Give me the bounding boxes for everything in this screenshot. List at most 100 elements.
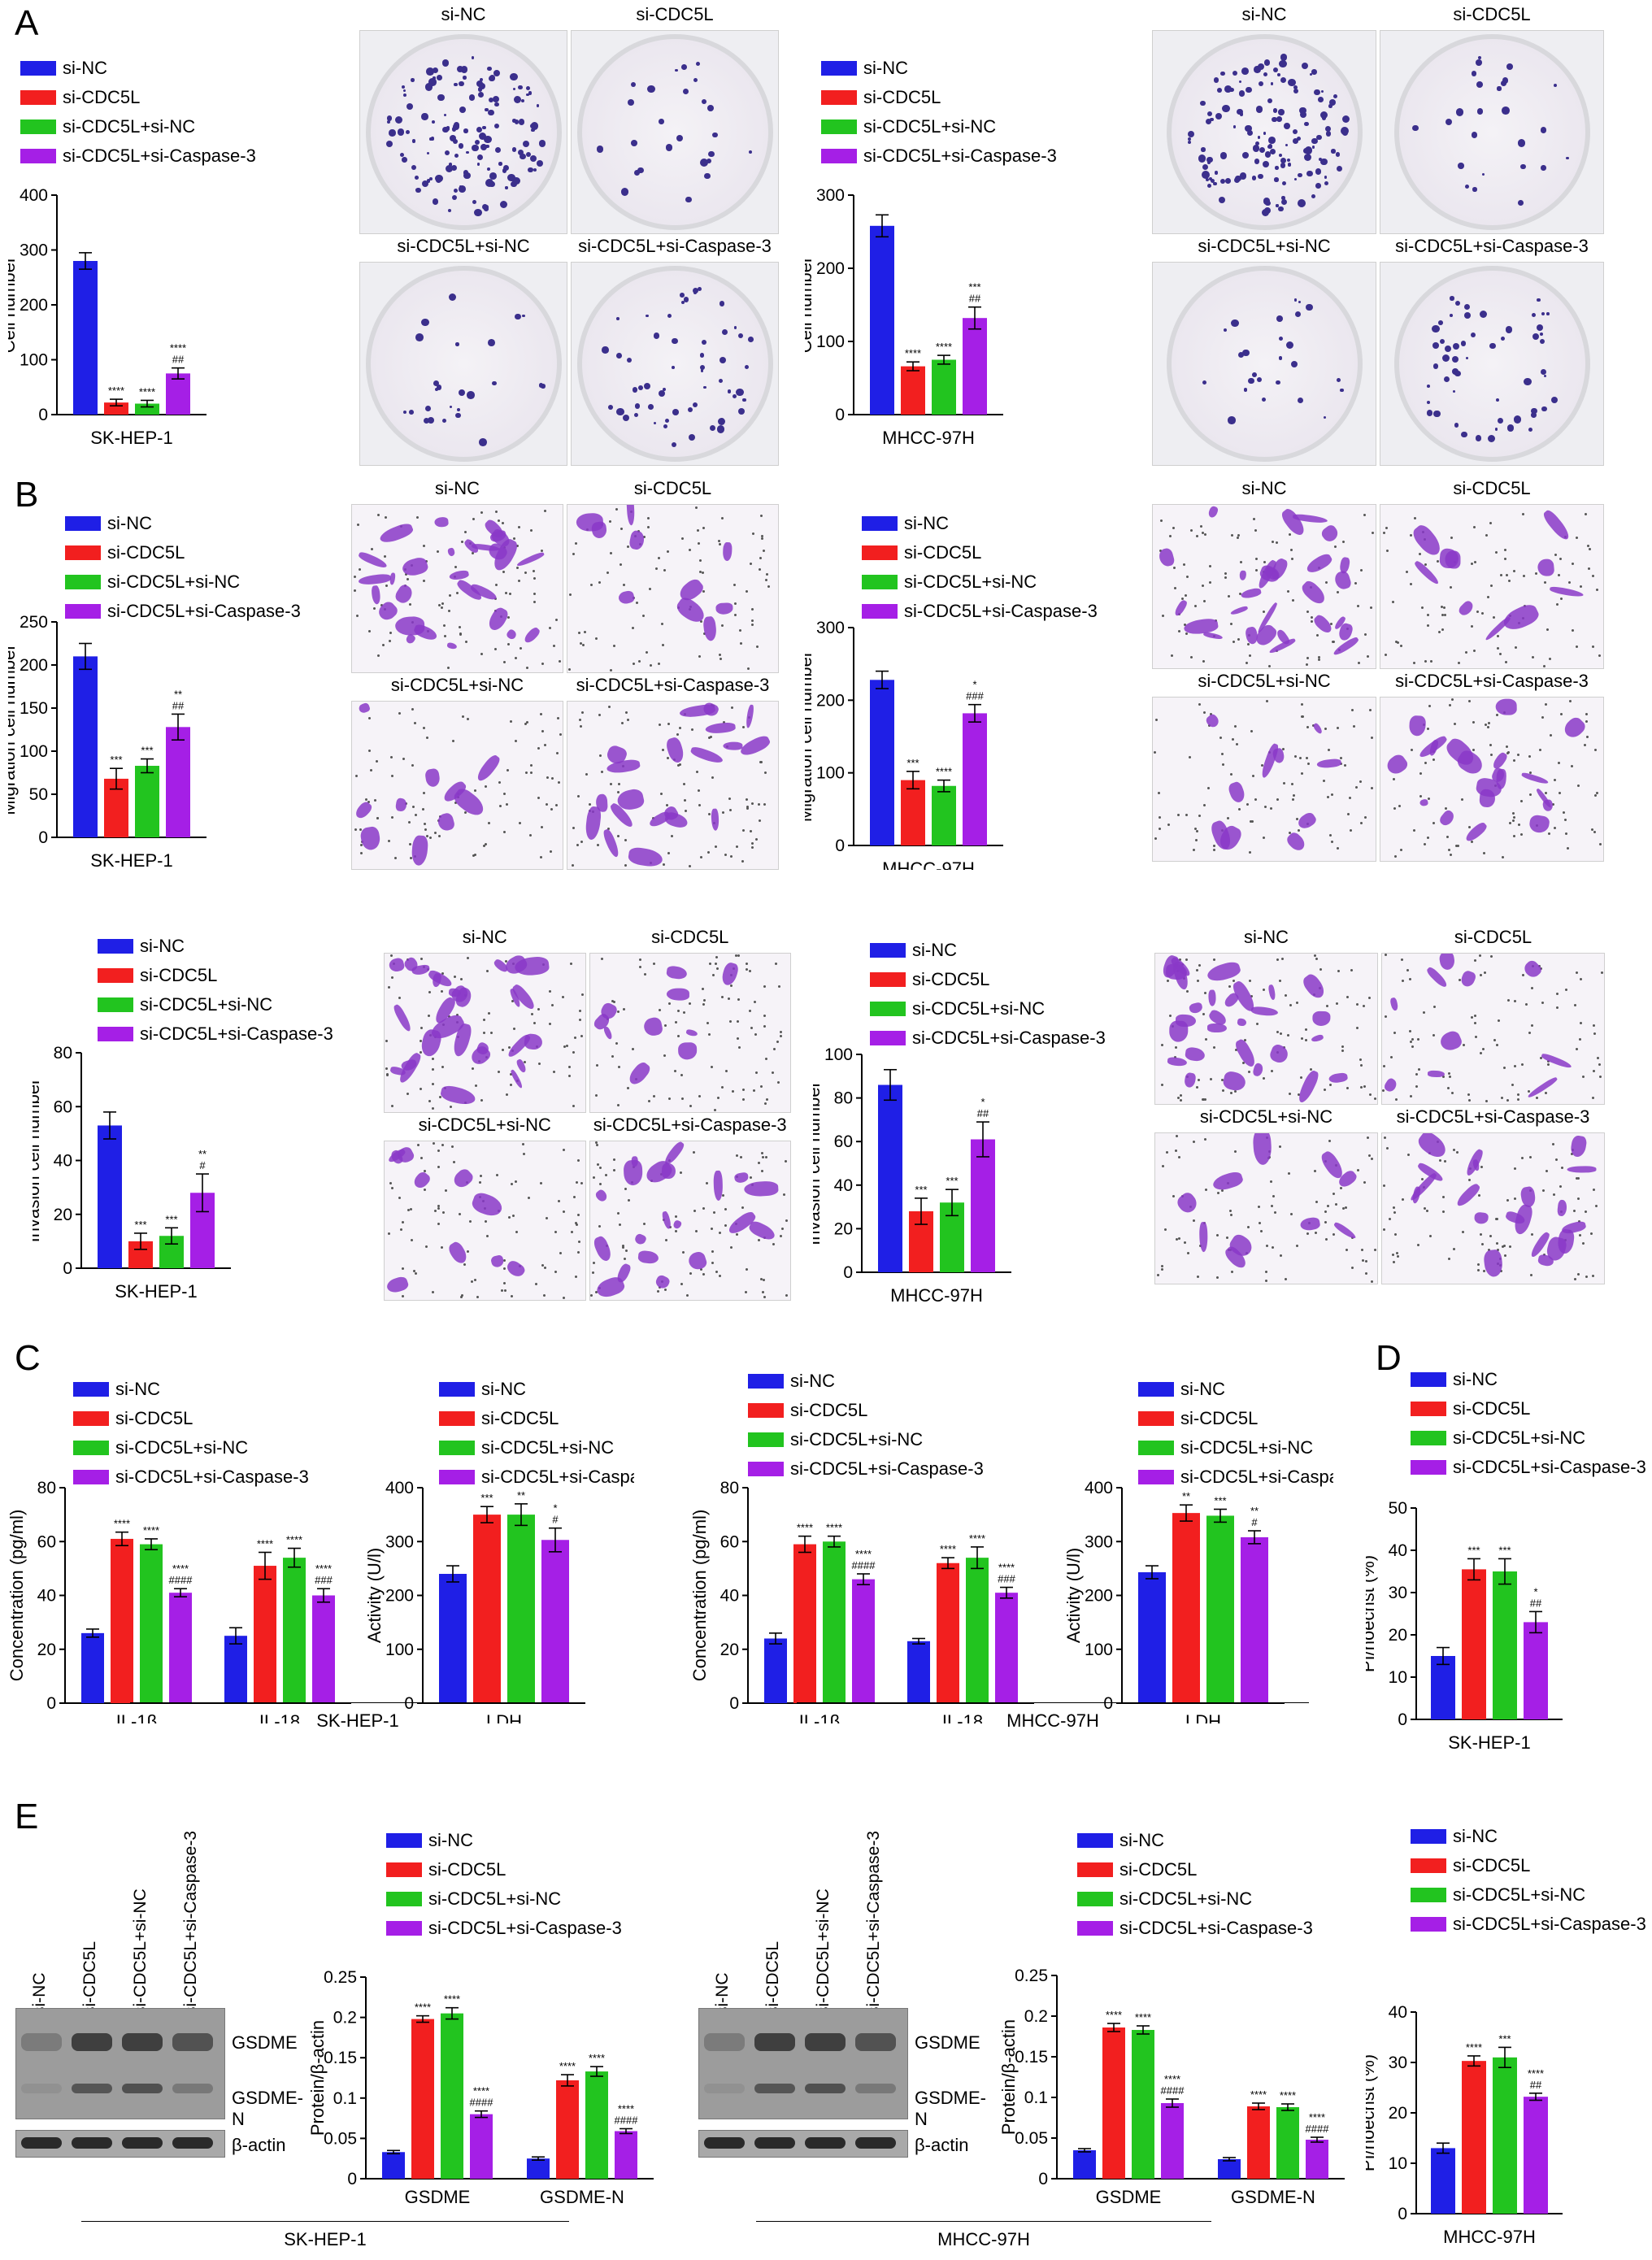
significance-star: **** xyxy=(415,2001,431,2014)
membrane-pore xyxy=(1213,1046,1216,1050)
y-axis-label: Protein/β-actin xyxy=(998,2019,1019,2135)
stained-cell xyxy=(1483,1249,1505,1279)
membrane-pore xyxy=(1315,1201,1318,1204)
membrane-pore xyxy=(1258,1205,1261,1208)
membrane-pore xyxy=(1332,1233,1335,1236)
membrane-pore xyxy=(420,1039,423,1042)
colony xyxy=(1532,312,1537,317)
bar xyxy=(166,727,190,837)
membrane-pore xyxy=(1189,528,1193,532)
colony xyxy=(1321,89,1324,93)
stained-cell xyxy=(665,965,688,980)
membrane-pore xyxy=(1172,567,1176,570)
membrane-pore xyxy=(452,1161,455,1164)
membrane-pore xyxy=(1196,534,1199,537)
membrane-pore xyxy=(698,655,702,658)
y-axis-label: PI/hoechst (%) xyxy=(1366,1555,1378,1672)
membrane-pore xyxy=(1490,753,1493,756)
y-tick-label: 0.25 xyxy=(1015,1967,1048,1985)
membrane-pore xyxy=(506,769,509,772)
membrane-pore xyxy=(385,1040,388,1043)
colony xyxy=(693,287,699,293)
colony xyxy=(1209,177,1213,181)
colony xyxy=(492,96,500,103)
significance-star: **** xyxy=(473,2085,489,2097)
panel-label-d: D xyxy=(1376,1338,1402,1378)
stained-cell xyxy=(450,1166,476,1191)
membrane-pore xyxy=(390,954,393,958)
membrane-pore xyxy=(1229,622,1232,625)
colony xyxy=(700,369,704,372)
colony xyxy=(1319,157,1323,161)
membrane-pore xyxy=(1572,562,1575,565)
membrane-pore xyxy=(557,1199,560,1202)
colony xyxy=(1520,163,1526,170)
membrane-pore xyxy=(1554,553,1558,556)
membrane-pore xyxy=(575,1223,578,1227)
membrane-pore xyxy=(746,798,749,802)
y-tick-label: 300 xyxy=(1085,1532,1113,1551)
colony xyxy=(1541,311,1545,315)
colony xyxy=(1543,374,1547,378)
membrane-pore xyxy=(578,1019,581,1022)
significance-star: * xyxy=(980,1096,985,1108)
stained-cell xyxy=(673,594,708,626)
membrane-pore xyxy=(1500,1096,1503,1099)
membrane-pore xyxy=(663,569,667,572)
y-axis-label: Activity (U/l) xyxy=(1065,1548,1084,1643)
legend-label: si-CDC5L+si-Caspase-3 xyxy=(63,146,256,166)
membrane-pore xyxy=(482,1032,485,1035)
membrane-pore xyxy=(1390,1056,1393,1059)
band-label: GSDME-N xyxy=(232,2088,303,2129)
membrane-pore xyxy=(1394,1233,1398,1236)
membrane-pore xyxy=(1480,1232,1483,1236)
colony-dish-photo xyxy=(1380,30,1604,234)
significance-star: **** xyxy=(905,347,921,359)
photo-label: si-CDC5L xyxy=(651,927,729,947)
colony xyxy=(1237,351,1244,359)
membrane-pore xyxy=(353,575,356,578)
membrane-pore xyxy=(727,997,730,1001)
membrane-pore xyxy=(1494,1218,1498,1221)
membrane-pore xyxy=(1193,849,1196,852)
bar xyxy=(966,1558,989,1703)
stained-cell xyxy=(1253,622,1280,649)
lane-label: si-CDC5L+si-NC xyxy=(814,1888,833,2015)
membrane-pore xyxy=(1239,561,1242,564)
y-tick-label: 20 xyxy=(37,1641,56,1659)
stained-cell xyxy=(1549,585,1585,598)
membrane-pore xyxy=(432,1107,435,1110)
colony xyxy=(1222,104,1230,112)
membrane-pore xyxy=(1306,656,1310,659)
membrane-pore xyxy=(538,1062,541,1065)
membrane-pore xyxy=(573,1195,576,1198)
legend-label: si-CDC5L+si-NC xyxy=(1453,1428,1585,1448)
significance-star: ** xyxy=(174,688,182,700)
membrane-pore xyxy=(1512,758,1515,762)
membrane-pore xyxy=(676,764,680,767)
membrane-pore xyxy=(356,615,359,618)
colony xyxy=(1267,98,1272,104)
membrane-pore xyxy=(1276,1030,1280,1033)
colony xyxy=(488,97,493,103)
chart-b-invasion-mhcc97h: si-NCsi-CDC5Lsi-CDC5L+si-NCsi-CDC5L+si-C… xyxy=(813,940,1106,1305)
significance-hash: ## xyxy=(969,293,981,305)
legend-swatch xyxy=(862,545,898,560)
stained-cell xyxy=(1316,757,1342,769)
bar xyxy=(507,1515,535,1703)
membrane-pore xyxy=(1278,1145,1281,1148)
colony xyxy=(658,389,665,397)
significance-hash: ### xyxy=(998,1573,1015,1585)
membrane-pore xyxy=(761,1169,764,1172)
colony xyxy=(1336,165,1342,172)
photo-grid-b-invasion-skhep1: si-NC si-CDC5L si-CDC5L+si-NC si-CDC5L+si-C… xyxy=(382,927,793,1302)
membrane-pore xyxy=(1213,958,1216,961)
membrane-pore xyxy=(719,1274,722,1277)
membrane-pore xyxy=(737,997,741,1001)
membrane-pore xyxy=(367,749,371,752)
membrane-pore xyxy=(1324,1210,1327,1213)
gsdme-band xyxy=(805,2033,846,2051)
membrane-pore xyxy=(440,990,443,993)
colony xyxy=(1217,88,1223,93)
membrane-pore xyxy=(1479,954,1482,957)
